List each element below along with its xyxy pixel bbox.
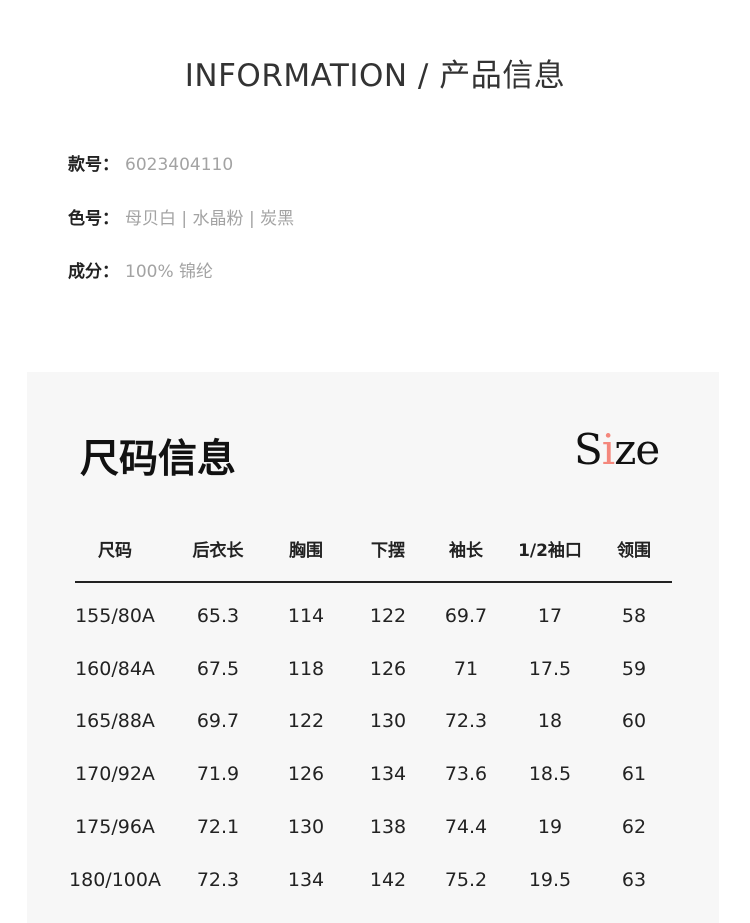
table-row: 165/88A 69.7 122 130 72.3 18 60 [0,710,750,740]
table-cell: 142 [369,868,407,891]
table-header-row: 尺码 后衣长 胸围 下摆 袖长 1/2袖口 领围 [0,536,750,566]
table-row: 175/96A 72.1 130 138 74.4 19 62 [0,816,750,846]
table-cell: 72.1 [196,815,240,838]
table-cell: 75.2 [444,868,488,891]
table-cell: 71.9 [196,763,240,786]
table-cell: 155/80A [75,605,155,627]
table-cell: 126 [287,763,325,786]
table-cell: 61 [621,763,647,786]
table-cell: 122 [369,605,407,627]
column-header: 袖长 [449,541,483,561]
table-cell: 17.5 [528,657,572,680]
table-cell: 59 [621,657,647,680]
size-panel [27,372,719,923]
info-color: 色号： 母贝白 | 水晶粉 | 炭黑 [68,204,294,229]
table-cell: 18 [537,710,563,733]
table-cell: 62 [621,815,647,838]
table-cell: 71 [453,657,479,680]
table-cell: 58 [621,605,647,627]
column-header: 尺码 [98,541,132,561]
table-row: 160/84A 67.5 118 126 71 17.5 59 [0,658,750,688]
table-cell: 67.5 [196,657,240,680]
info-label: 色号： [68,209,119,229]
info-material: 成分： 100% 锦纶 [68,257,213,282]
column-header: 领围 [617,541,651,561]
table-cell: 122 [287,710,325,733]
table-cell: 72.3 [444,710,488,733]
column-header: 胸围 [289,541,323,561]
table-cell: 18.5 [528,763,572,786]
column-header: 后衣长 [192,541,244,561]
table-cell: 134 [287,868,325,891]
table-cell: 138 [369,815,407,838]
info-label: 款号： [68,155,119,175]
table-row: 155/80A 65.3 114 122 69.7 17 58 [0,605,750,635]
table-cell: 114 [287,605,325,627]
info-label: 成分： [68,262,119,282]
table-cell: 72.3 [196,868,240,891]
table-cell: 130 [369,710,407,733]
table-cell: 17 [537,605,563,627]
table-cell: 175/96A [75,815,155,838]
table-cell: 180/100A [69,868,161,891]
table-cell: 165/88A [75,710,155,733]
table-cell: 118 [287,657,325,680]
page-title: INFORMATION / 产品信息 [184,58,566,94]
column-header: 1/2袖口 [518,541,582,561]
table-cell: 126 [369,657,407,680]
header-divider [75,581,672,583]
table-cell: 134 [369,763,407,786]
table-cell: 69.7 [196,710,240,733]
info-value: 6023404110 [125,155,234,175]
table-row: 170/92A 71.9 126 134 73.6 18.5 61 [0,763,750,793]
info-value: 母贝白 | 水晶粉 | 炭黑 [125,209,295,229]
table-cell: 74.4 [444,815,488,838]
table-cell: 19 [537,815,563,838]
table-cell: 65.3 [196,605,240,627]
info-value: 100% 锦纶 [125,262,214,282]
size-logo: Size [574,425,660,474]
table-cell: 69.7 [444,605,488,627]
info-style-number: 款号： 6023404110 [68,150,233,175]
table-cell: 19.5 [528,868,572,891]
table-cell: 73.6 [444,763,488,786]
table-row: 180/100A 72.3 134 142 75.2 19.5 63 [0,869,750,899]
table-cell: 170/92A [75,763,155,786]
size-section-title: 尺码信息 [80,437,237,482]
table-cell: 63 [621,868,647,891]
table-cell: 60 [621,710,647,733]
table-cell: 130 [287,815,325,838]
column-header: 下摆 [371,541,405,561]
table-cell: 160/84A [75,657,155,680]
